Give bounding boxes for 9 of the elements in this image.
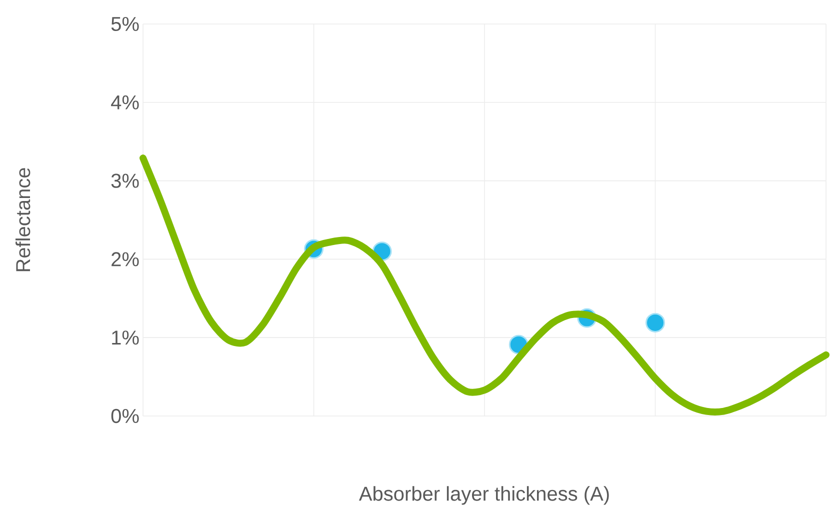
y-tick-label: 3% [111,174,139,188]
point [646,312,666,332]
x-axis-title: Absorber layer thickness (A) [358,486,609,505]
y-tick-label: 5% [111,16,139,32]
y-axis-title: Reflectance [16,168,30,272]
y-tick-label: 0% [111,408,139,424]
y-tick-label: 2% [112,252,139,266]
y-tick-label: 4% [111,95,139,110]
y-tick-label: 1% [112,330,139,345]
